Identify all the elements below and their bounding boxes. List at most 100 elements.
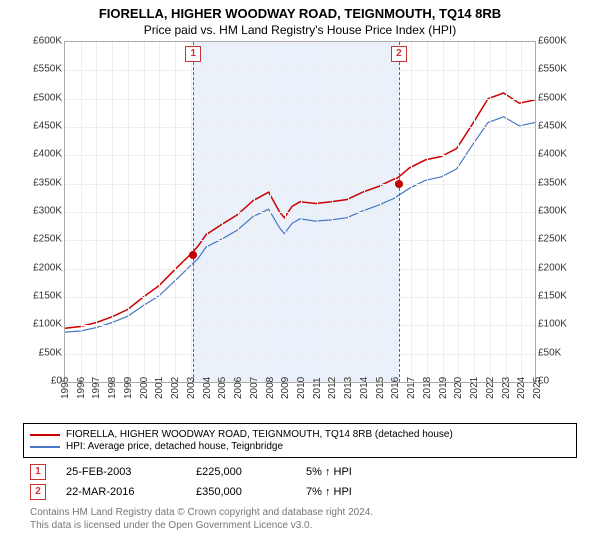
- copyright: Contains HM Land Registry data © Crown c…: [30, 506, 570, 532]
- gridline-h: [65, 184, 535, 185]
- x-tick-label: 1999: [123, 377, 134, 399]
- gridline-v: [254, 42, 255, 382]
- legend-swatch-hpi: [30, 446, 60, 448]
- x-tick-label: 1996: [76, 377, 87, 399]
- x-tick-label: 2020: [453, 377, 464, 399]
- gridline-v: [144, 42, 145, 382]
- x-tick-label: 2021: [469, 377, 480, 399]
- legend-item-hpi: HPI: Average price, detached house, Teig…: [30, 441, 570, 452]
- gridline-h: [65, 354, 535, 355]
- y-tick-label: £600K: [33, 36, 62, 47]
- gridline-v: [364, 42, 365, 382]
- y-tick-label: £250K: [538, 234, 567, 245]
- y-tick-label: £100K: [538, 319, 567, 330]
- chart-area: £0£50K£100K£150K£200K£250K£300K£350K£400…: [20, 41, 580, 421]
- y-tick-label: £150K: [538, 291, 567, 302]
- y-tick-label: £200K: [538, 262, 567, 273]
- gridline-v: [159, 42, 160, 382]
- gridline-v: [222, 42, 223, 382]
- gridline-h: [65, 70, 535, 71]
- copyright-line1: Contains HM Land Registry data © Crown c…: [30, 506, 570, 519]
- gridline-v: [521, 42, 522, 382]
- y-tick-label: £350K: [538, 177, 567, 188]
- x-tick-label: 2011: [312, 377, 323, 399]
- gridline-v: [301, 42, 302, 382]
- gridline-v: [348, 42, 349, 382]
- gridline-h: [65, 127, 535, 128]
- gridline-v: [191, 42, 192, 382]
- y-tick-label: £300K: [538, 206, 567, 217]
- y-tick-label: £400K: [538, 149, 567, 160]
- gridline-h: [65, 99, 535, 100]
- sale-date: 25-FEB-2003: [66, 466, 176, 478]
- gridline-v: [443, 42, 444, 382]
- legend-label-property: FIORELLA, HIGHER WOODWAY ROAD, TEIGNMOUT…: [66, 429, 453, 440]
- gridline-h: [65, 269, 535, 270]
- y-tick-label: £50K: [538, 347, 561, 358]
- x-tick-label: 1997: [91, 377, 102, 399]
- series-property: [65, 93, 535, 328]
- gridline-h: [65, 155, 535, 156]
- x-tick-label: 2016: [390, 377, 401, 399]
- gridline-v: [317, 42, 318, 382]
- y-tick-label: £450K: [33, 121, 62, 132]
- sale-delta: 7% ↑ HPI: [306, 486, 352, 498]
- chart-title: FIORELLA, HIGHER WOODWAY ROAD, TEIGNMOUT…: [0, 6, 600, 21]
- x-tick-label: 2023: [501, 377, 512, 399]
- gridline-v: [458, 42, 459, 382]
- y-axis-left: £0£50K£100K£150K£200K£250K£300K£350K£400…: [20, 41, 64, 381]
- x-tick-label: 2010: [296, 377, 307, 399]
- legend: FIORELLA, HIGHER WOODWAY ROAD, TEIGNMOUT…: [23, 423, 577, 458]
- x-tick-label: 2017: [406, 377, 417, 399]
- y-tick-label: £300K: [33, 206, 62, 217]
- y-tick-label: £100K: [33, 319, 62, 330]
- x-tick-label: 2018: [422, 377, 433, 399]
- sale-price: £350,000: [196, 486, 286, 498]
- gridline-h: [65, 212, 535, 213]
- x-tick-label: 2003: [186, 377, 197, 399]
- y-tick-label: £150K: [33, 291, 62, 302]
- gridline-v: [490, 42, 491, 382]
- y-tick-label: £400K: [33, 149, 62, 160]
- x-tick-label: 2007: [249, 377, 260, 399]
- gridline-v: [207, 42, 208, 382]
- x-tick-label: 2000: [139, 377, 150, 399]
- gridline-h: [65, 325, 535, 326]
- x-tick-label: 2006: [233, 377, 244, 399]
- y-tick-label: £50K: [39, 347, 62, 358]
- x-axis: 1995199619971998199920002001200220032004…: [64, 381, 536, 421]
- chart-subtitle: Price paid vs. HM Land Registry's House …: [0, 23, 600, 37]
- x-tick-label: 1995: [60, 377, 71, 399]
- x-tick-label: 2025: [532, 377, 543, 399]
- marker-dot-2: [395, 180, 403, 188]
- x-tick-label: 2013: [343, 377, 354, 399]
- gridline-v: [474, 42, 475, 382]
- gridline-h: [65, 240, 535, 241]
- y-tick-label: £200K: [33, 262, 62, 273]
- series-hpi: [65, 117, 535, 332]
- y-tick-label: £350K: [33, 177, 62, 188]
- x-tick-label: 2004: [202, 377, 213, 399]
- y-tick-label: £250K: [33, 234, 62, 245]
- gridline-v: [128, 42, 129, 382]
- x-tick-label: 2012: [327, 377, 338, 399]
- x-tick-label: 2008: [265, 377, 276, 399]
- gridline-h: [65, 297, 535, 298]
- gridline-v: [238, 42, 239, 382]
- marker-box-1: 1: [185, 46, 201, 62]
- y-tick-label: £600K: [538, 36, 567, 47]
- gridline-v: [270, 42, 271, 382]
- y-axis-right: £0£50K£100K£150K£200K£250K£300K£350K£400…: [536, 41, 580, 381]
- gridline-v: [285, 42, 286, 382]
- marker-dot-1: [189, 251, 197, 259]
- legend-label-hpi: HPI: Average price, detached house, Teig…: [66, 441, 283, 452]
- x-tick-label: 1998: [107, 377, 118, 399]
- sale-date: 22-MAR-2016: [66, 486, 176, 498]
- legend-item-property: FIORELLA, HIGHER WOODWAY ROAD, TEIGNMOUT…: [30, 429, 570, 440]
- gridline-v: [380, 42, 381, 382]
- sale-row: 125-FEB-2003£225,0005% ↑ HPI: [30, 462, 570, 482]
- gridline-v: [112, 42, 113, 382]
- marker-line-2: [399, 42, 400, 382]
- y-tick-label: £500K: [33, 92, 62, 103]
- sales-table: 125-FEB-2003£225,0005% ↑ HPI222-MAR-2016…: [30, 462, 570, 502]
